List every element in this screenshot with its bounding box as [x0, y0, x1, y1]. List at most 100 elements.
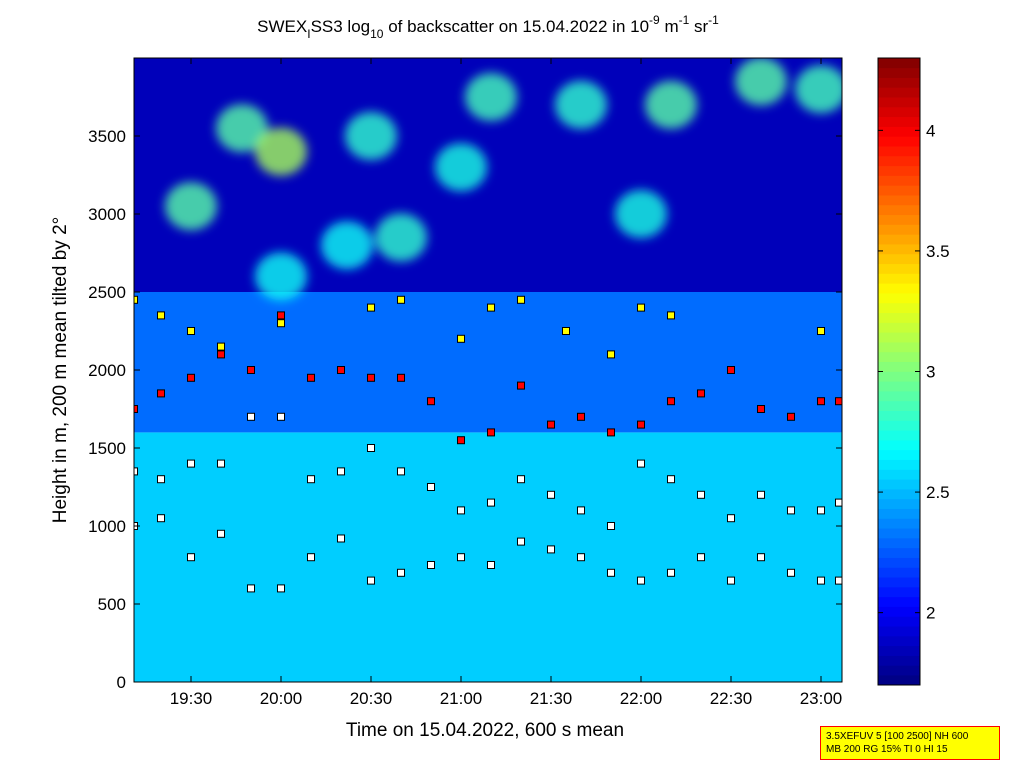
chart-title: SWEXISS3 log10 of backscatter on 15.04.2… [257, 13, 719, 41]
layer-3-point-13 [487, 428, 495, 437]
colorbar-band-62 [878, 77, 920, 88]
layer-4-point-15 [817, 327, 825, 335]
layer-4-point-9 [487, 303, 495, 312]
y-tick-label-6: 2500 [88, 283, 126, 302]
colorbar-band-32 [878, 371, 920, 382]
cloud-patch-1 [165, 182, 217, 231]
colorbar-band-57 [878, 126, 920, 137]
layer-4-point-6 [367, 303, 375, 312]
layer-2-point-11 [427, 483, 435, 491]
layer-3-point-14 [517, 381, 525, 390]
layer-2-point-17 [607, 522, 615, 530]
colorbar-band-9 [878, 596, 920, 607]
y-tick-label-7: 3000 [88, 205, 126, 224]
processing-annotation: 3.5XEFUV 5 [100 2500] NH 600 MB 200 RG 1… [820, 726, 1000, 760]
colorbar-band-16 [878, 527, 920, 539]
layer-2-point-5 [247, 412, 255, 421]
colorbar-band-43 [878, 263, 920, 274]
layer-3-point-4 [217, 350, 225, 359]
backscatter-layers [134, 58, 842, 682]
cloud-patch-3 [255, 127, 307, 176]
layer-2-point-10 [397, 467, 405, 476]
layer-3-point-1 [134, 405, 138, 413]
colorbar-band-52 [878, 175, 920, 186]
layer-1-point-22 [757, 553, 765, 562]
layer-1-point-18 [637, 576, 645, 585]
colorbar-tick-label-3: 3 [926, 363, 935, 382]
colorbar-band-44 [878, 253, 920, 265]
colorbar-band-36 [878, 332, 920, 343]
layer-2-point-25 [835, 498, 842, 507]
y-tick-label-1: 0 [117, 673, 126, 692]
layer-2-point-23 [787, 506, 795, 515]
layer-4-point-3 [187, 327, 195, 335]
layer-2-point-20 [697, 490, 705, 499]
colorbar-band-58 [878, 116, 920, 127]
layer-4-point-14 [667, 311, 675, 320]
cloud-patch-10 [555, 80, 607, 129]
layer-1-point-9 [367, 576, 375, 585]
colorbar-band-48 [878, 214, 920, 225]
cloud-patch-9 [465, 73, 517, 121]
colorbar-band-39 [878, 302, 920, 314]
y-tick-label-2: 500 [98, 595, 126, 614]
colorbar-band-28 [878, 410, 920, 421]
layer-1-point-4 [217, 529, 225, 538]
layer-3-point-22 [757, 405, 765, 413]
colorbar-band-5 [878, 635, 920, 647]
layer-3-point-16 [577, 412, 585, 421]
backscatter-layer-2 [134, 292, 842, 433]
y-tick-label-4: 1500 [88, 439, 126, 458]
colorbar-band-59 [878, 106, 920, 118]
x-tick-label-2: 20:00 [260, 689, 303, 708]
cloud-patch-8 [435, 143, 487, 192]
layer-2-point-19 [667, 475, 675, 484]
colorbar-band-11 [878, 576, 920, 588]
layer-1-point-21 [727, 576, 735, 585]
colorbar-ticks: 2 2.5 3 3.5 4 [878, 121, 950, 623]
colorbar-band-47 [878, 224, 920, 235]
layer-4-point-4 [217, 342, 225, 351]
layer-4-point-11 [562, 327, 570, 335]
x-tick-label-4: 21:00 [440, 689, 483, 708]
layer-4-point-2 [157, 311, 165, 320]
layer-3-point-9 [367, 373, 375, 382]
backscatter-layer-1 [134, 432, 842, 682]
colorbar-band-24 [878, 449, 920, 460]
colorbar-band-54 [878, 155, 920, 167]
layer-2-point-13 [487, 498, 495, 507]
layer-4-point-7 [397, 295, 405, 304]
layer-2-point-8 [337, 467, 345, 476]
layer-2-point-22 [757, 490, 765, 499]
colorbar-band-12 [878, 567, 920, 578]
layer-1-point-15 [547, 545, 555, 554]
colorbar-band-17 [878, 518, 920, 529]
colorbar-band-23 [878, 459, 920, 470]
colorbar-band-29 [878, 400, 920, 411]
colorbar-band-22 [878, 469, 920, 480]
x-tick-label-8: 23:00 [800, 689, 843, 708]
colorbar-band-8 [878, 606, 920, 617]
y-axis: 0 500 1000 1500 2000 2500 3000 3500 [88, 127, 842, 692]
layer-1-point-25 [835, 576, 842, 585]
colorbar-band-19 [878, 498, 920, 509]
layer-1-point-7 [307, 553, 315, 562]
plot-area [134, 58, 842, 682]
layer-2-point-1 [134, 467, 138, 476]
layer-3-point-21 [727, 366, 735, 374]
layer-1-point-10 [397, 568, 405, 577]
layer-1-point-20 [697, 553, 705, 562]
layer-3-point-20 [697, 389, 705, 398]
x-tick-label-7: 22:30 [710, 689, 753, 708]
layer-1-point-8 [337, 534, 345, 543]
layer-3-point-15 [547, 420, 555, 429]
colorbar-band-6 [878, 625, 920, 637]
layer-2-point-2 [157, 475, 165, 484]
layer-3-point-2 [157, 389, 165, 398]
colorbar-band-37 [878, 322, 920, 333]
layer-3-point-6 [277, 311, 285, 320]
colorbar-band-50 [878, 194, 920, 206]
colorbar-band-45 [878, 243, 920, 255]
colorbar-band-30 [878, 390, 920, 402]
